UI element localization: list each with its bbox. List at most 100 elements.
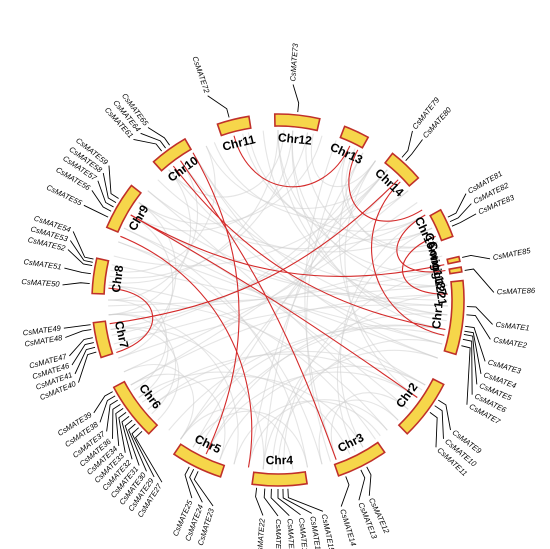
gene-label: CsMATE1 (495, 320, 530, 333)
gene-tick (99, 395, 116, 423)
chromosome-label: Chr12 (277, 130, 313, 148)
gene-tick (62, 282, 90, 286)
gene-tick (270, 488, 290, 517)
gene-label: CsMATE85 (492, 246, 532, 262)
chromosome-chr7: Chr7 (92, 320, 132, 359)
gene-label: CsMATE51 (23, 257, 62, 272)
collinear-link (197, 325, 446, 451)
collinear-link (130, 373, 226, 460)
collinear-link (247, 132, 433, 241)
gene-tick (193, 471, 214, 507)
gene-tick (451, 213, 477, 227)
collinear-link (205, 371, 418, 455)
collinear-link (108, 284, 167, 391)
gene-marker: CsMATE22 (255, 487, 267, 549)
chromosome-arc (251, 470, 309, 487)
gene-marker: CsMATE1 (466, 306, 530, 333)
gene-tick (74, 346, 96, 375)
collinear-link (283, 269, 446, 470)
mate-pair-link (233, 135, 351, 188)
gene-tick (135, 430, 163, 483)
chromosome-arc (446, 255, 461, 265)
gene-tick (124, 419, 140, 466)
gene-tick (147, 127, 170, 146)
gene-tick (292, 84, 300, 113)
gene-tick (118, 412, 127, 453)
gene-tick (449, 203, 472, 223)
gene-tick (131, 427, 155, 478)
collinear-link (242, 133, 426, 232)
chromosome-chr1: Chr1 (429, 279, 465, 356)
collinear-link (247, 399, 388, 468)
gene-tick (121, 416, 133, 460)
gene-tick (464, 330, 482, 374)
collinear-link (111, 264, 443, 345)
gene-tick (447, 193, 467, 218)
collinear-link (130, 132, 309, 232)
gene-marker: CsMATE50 (21, 277, 90, 289)
collinear-link (338, 152, 423, 391)
gene-tick (282, 488, 313, 514)
collinear-link (305, 132, 438, 249)
gene-tick (71, 342, 94, 366)
gene-label: CsMATE86 (497, 286, 536, 296)
collinear-link (108, 313, 239, 465)
gene-label: CsMATE2 (493, 335, 529, 350)
gene-tick (133, 139, 162, 152)
collinear-link (108, 314, 177, 415)
collinear-link (339, 214, 426, 448)
collinear-link (123, 364, 195, 440)
chromosome-chr13: Chr13 (328, 125, 370, 167)
gene-label: CsMATE22 (255, 517, 267, 549)
collinear-link (123, 227, 309, 468)
gene-marker: CsMATE20 (270, 488, 296, 549)
chromosome-label: Chr7 (112, 320, 132, 350)
gene-tick (128, 423, 147, 472)
collinear-link (108, 129, 279, 284)
gene-label: CsMATE17 (297, 517, 310, 549)
chromosome-arc (443, 279, 465, 356)
collinear-link (306, 145, 351, 462)
gene-tick (189, 468, 203, 503)
chromosome-chr11: Chr11 (216, 115, 257, 154)
gene-tick (263, 488, 279, 517)
gene-tick (466, 306, 493, 325)
gene-tick (140, 132, 166, 149)
chromosome-arc (397, 377, 445, 435)
collinear-link (110, 327, 265, 470)
mate-pair-link (108, 287, 154, 354)
chromosome-label: Chr3 (335, 430, 366, 455)
chromosome-label: Chr4 (266, 453, 294, 467)
collinear-link (262, 349, 438, 470)
collinear-link (108, 284, 376, 440)
gene-tick (461, 345, 471, 405)
mate-pair-link (130, 214, 445, 277)
collinear-link (192, 410, 309, 468)
chromosome-chr12: Chr12 (273, 113, 321, 148)
collinear-link (138, 135, 323, 225)
chromosome-label: Chr5 (192, 432, 223, 457)
gene-tick (401, 130, 413, 158)
collinear-link (192, 152, 448, 316)
chromosome-chr4: Chr4 (251, 453, 309, 487)
chromosome-arc (105, 184, 143, 234)
chromosome-arc (339, 125, 370, 149)
gene-tick (93, 391, 113, 414)
gene-tick (462, 255, 491, 260)
gene-label: CsMATE14 (338, 508, 358, 547)
gene-tick (184, 466, 193, 499)
collinear-link (115, 202, 177, 351)
gene-tick (67, 249, 93, 266)
chromosome-arc (152, 137, 193, 172)
gene-marker: CsMATE51 (23, 257, 91, 275)
gene-marker: CsMATE85 (462, 246, 532, 262)
gene-tick (83, 204, 109, 218)
gene-label: CsMATE73 (288, 42, 300, 82)
gene-label: CsMATE21 (274, 519, 283, 549)
mate-pair-link (401, 235, 448, 295)
gene-tick (102, 172, 117, 204)
collinear-link (180, 160, 448, 288)
chromosome-chr8: Chr8 (91, 257, 126, 295)
chromosome-arc (384, 152, 420, 187)
gene-tick (63, 324, 91, 329)
